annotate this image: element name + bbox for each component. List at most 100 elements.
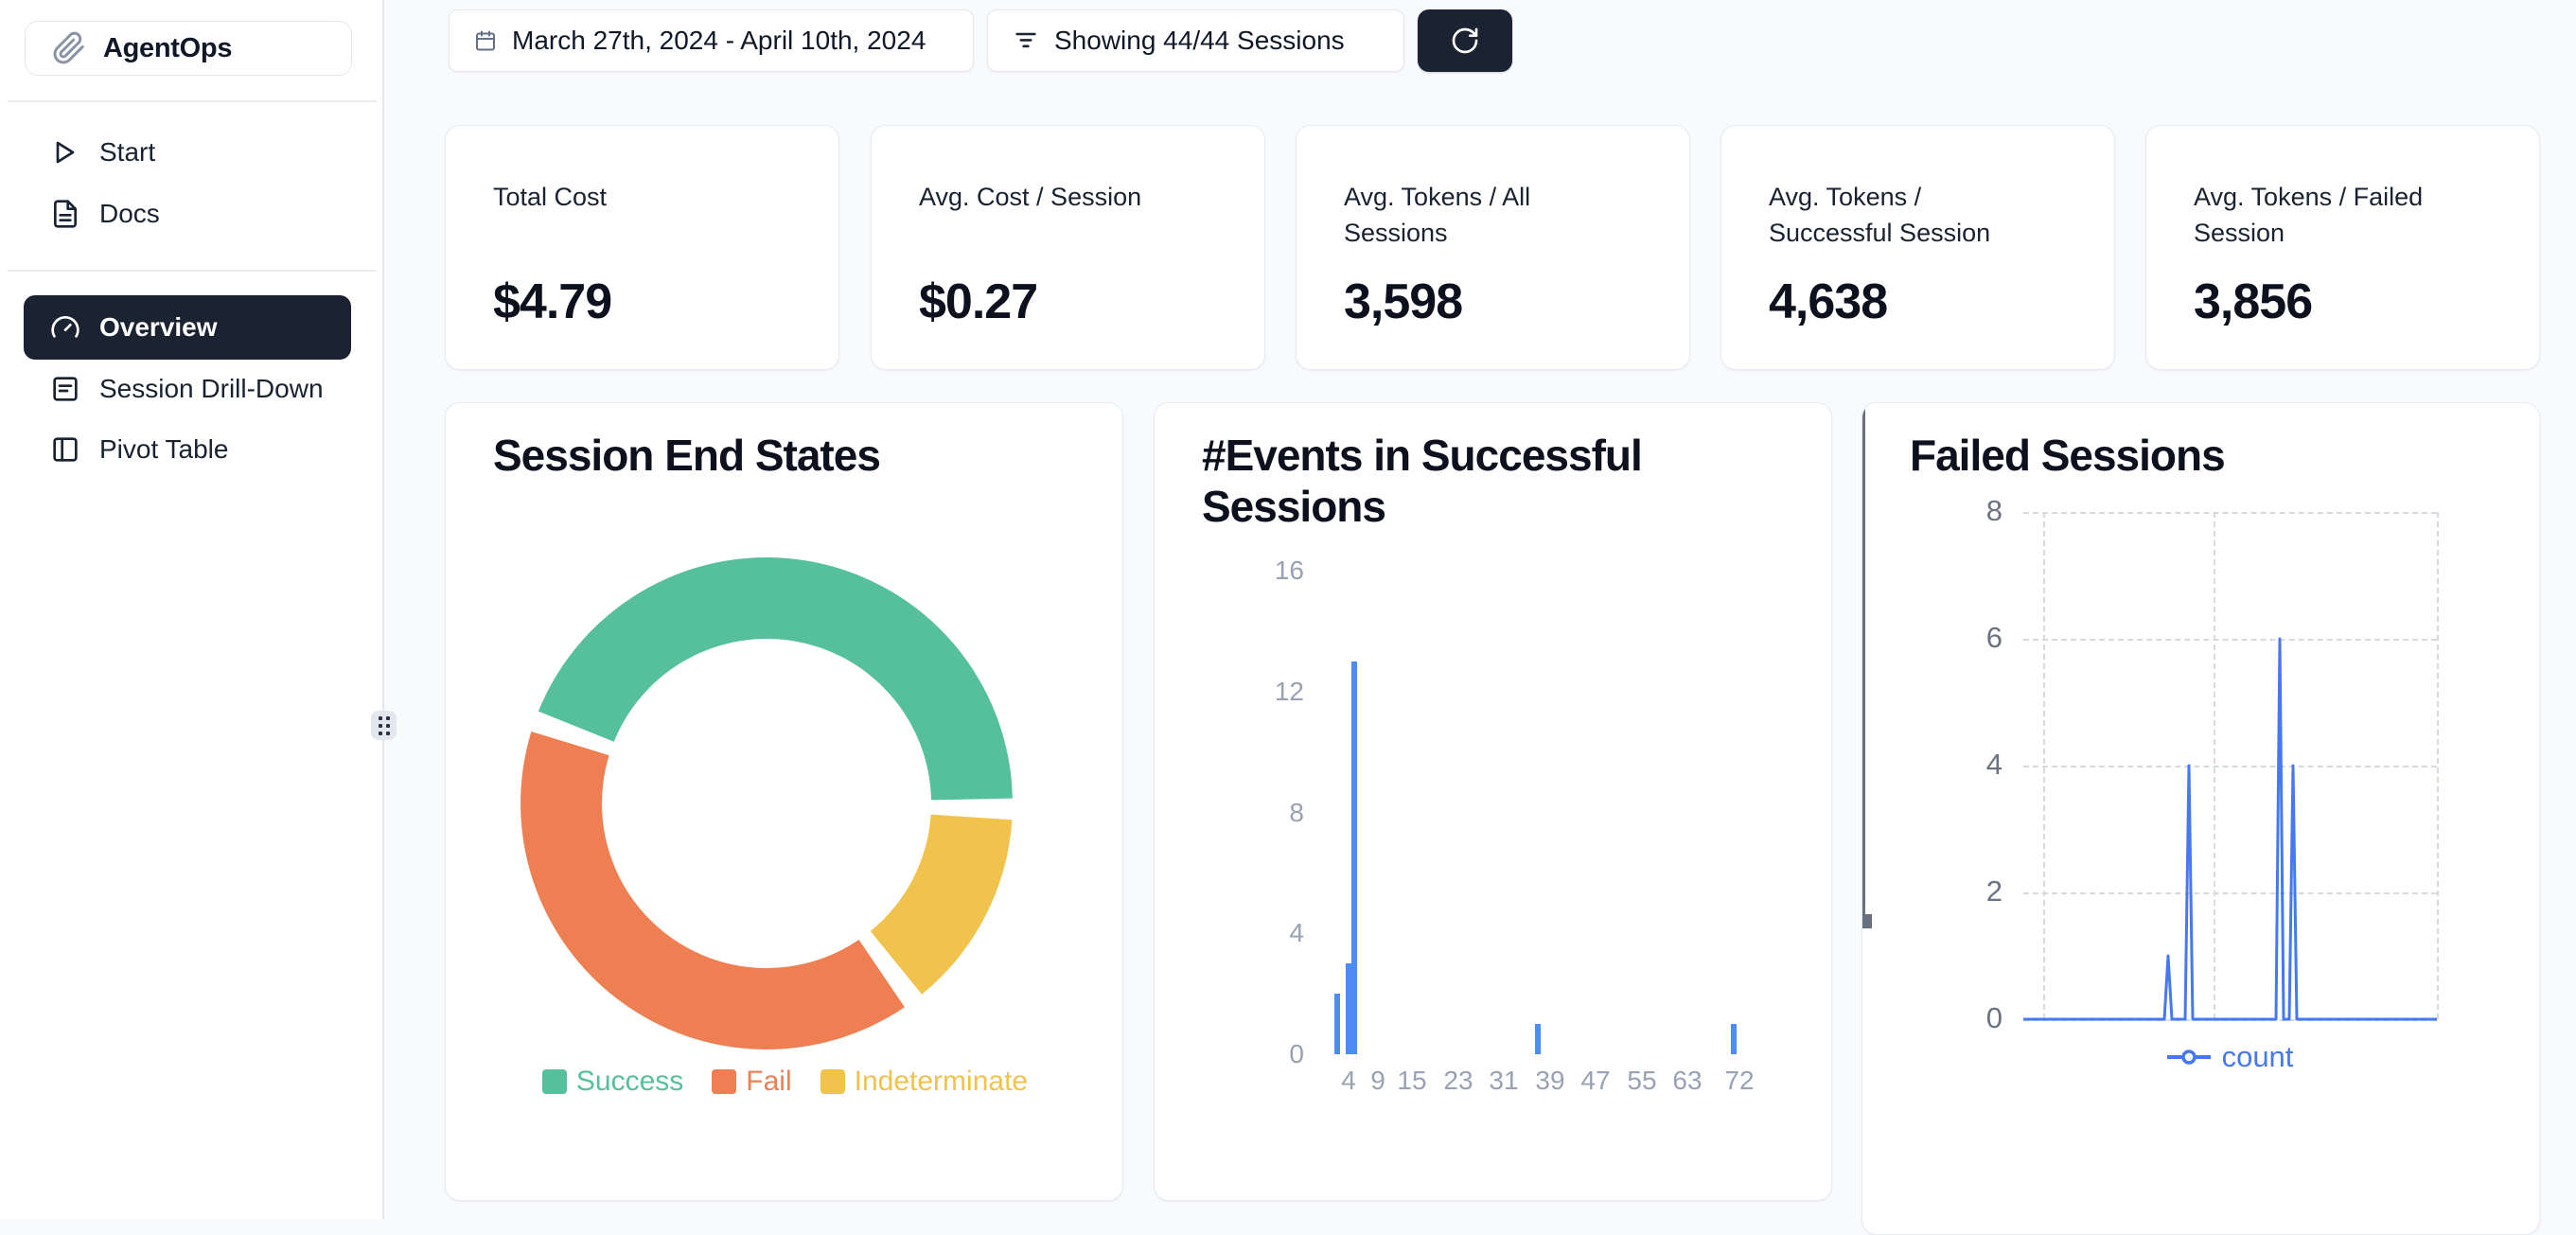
sidebar-item-pivot-table[interactable]: Pivot Table: [0, 421, 384, 478]
events-histogram-card: #Events in Successful Sessions 16 12 8 4 0 4 9…: [1154, 402, 1832, 1201]
y-tick-label: 8: [1985, 494, 2003, 527]
v-gridline: [2437, 512, 2439, 1019]
stat-card-avg-tokens-failed: Avg. Tokens / Failed Session 3,856: [2145, 125, 2540, 370]
sidebar-item-label: Overview: [99, 312, 218, 342]
sidebar: AgentOps Start Docs Overview Session Dri…: [0, 0, 384, 1219]
y-tick-label: 6: [1985, 621, 2003, 654]
file-text-icon: [54, 200, 77, 228]
h-gridline: [2023, 766, 2437, 767]
refresh-button[interactable]: [1418, 9, 1512, 72]
date-range-button[interactable]: March 27th, 2024 - April 10th, 2024: [449, 9, 974, 72]
chart-title: Session End States: [493, 431, 881, 480]
histogram-bar-x37[interactable]: [1535, 1024, 1541, 1054]
donut-slice-indeterminate[interactable]: [870, 814, 1013, 995]
stat-label: Avg. Tokens / Failed Session: [2194, 183, 2424, 247]
histogram-bar-x5[interactable]: [1351, 662, 1357, 1054]
h-gridline: [2023, 512, 2437, 514]
sidebar-item-overview[interactable]: Overview: [24, 295, 351, 360]
x-tick-label: 63: [1672, 1066, 1703, 1095]
donut-legend-item-indeterminate: Indeterminate: [820, 1066, 1028, 1098]
line-legend[interactable]: count: [2023, 1040, 2437, 1074]
panel-left-icon: [53, 437, 78, 462]
stat-value: 4,638: [1769, 274, 1888, 329]
stat-card-total-cost: Total Cost $4.79: [445, 125, 839, 370]
histogram-bar-x71[interactable]: [1731, 1024, 1737, 1054]
legend-label-count: count: [2221, 1040, 2294, 1073]
donut-slice-fail[interactable]: [520, 732, 905, 1050]
y-tick-label: 2: [1985, 874, 2003, 908]
stat-card-avg-cost-session: Avg. Cost / Session $0.27: [871, 125, 1265, 370]
sidebar-item-session-drill-down[interactable]: Session Drill-Down: [0, 361, 384, 417]
y-tick-label: 8: [1289, 798, 1304, 827]
sidebar-resize-handle[interactable]: [371, 711, 397, 740]
x-tick-label: 39: [1535, 1066, 1565, 1095]
h-gridline: [2023, 639, 2437, 641]
sidebar-divider: [8, 270, 377, 272]
brand-logo-box[interactable]: AgentOps: [25, 21, 352, 76]
sessions-filter-button[interactable]: Showing 44/44 Sessions: [987, 9, 1404, 72]
y-tick-label: 12: [1274, 677, 1304, 706]
donut-legend: Success Fail Indeterminate: [446, 1066, 1122, 1098]
h-gridline: [2023, 892, 2437, 894]
legend-swatch: [712, 1069, 737, 1094]
donut-slice-success[interactable]: [538, 557, 1013, 801]
y-tick-label: 0: [1985, 1001, 2003, 1034]
session-end-states-card: Session End States Success Fail Indetermin…: [445, 402, 1123, 1201]
sidebar-item-label: Pivot Table: [99, 434, 229, 464]
y-tick-label: 0: [1289, 1039, 1304, 1068]
sidebar-item-label: Session Drill-Down: [99, 374, 324, 403]
y-tick-label: 4: [1985, 748, 2003, 781]
donut-legend-item-fail: Fail: [712, 1066, 792, 1098]
donut-legend-item-success: Success: [541, 1066, 684, 1098]
y-axis-tick: [1862, 926, 1872, 928]
stat-label: Avg. Tokens / All Sessions: [1344, 183, 1531, 247]
legend-label: Fail: [746, 1066, 792, 1097]
y-axis-tick: [1862, 917, 1872, 920]
sidebar-item-docs[interactable]: Docs: [0, 185, 384, 242]
stat-card-avg-tokens-successful: Avg. Tokens / Successful Session 4,638: [1720, 125, 2115, 370]
y-axis-line: [1862, 403, 1865, 914]
stat-value: 3,598: [1344, 274, 1463, 329]
legend-swatch: [541, 1069, 567, 1094]
paperclip-logo-icon: [53, 31, 84, 64]
stat-label: Avg. Tokens / Successful Session: [1769, 183, 1991, 247]
sidebar-divider: [8, 100, 377, 102]
failed-sessions-chart: 0 2 4 6 8 count: [1862, 403, 2539, 1234]
sidebar-item-label: Docs: [99, 199, 160, 228]
y-tick-label: 16: [1274, 556, 1304, 585]
stat-label: Avg. Cost / Session: [919, 183, 1142, 211]
y-axis-tick: [1862, 914, 1872, 917]
session-end-states-donut: [520, 557, 1013, 1050]
refresh-icon: [1452, 27, 1478, 54]
stat-value: $0.27: [919, 274, 1038, 329]
x-tick-label: 31: [1489, 1066, 1519, 1095]
stat-label: Total Cost: [493, 183, 608, 211]
stat-card-avg-tokens-all: Avg. Tokens / All Sessions 3,598: [1296, 125, 1690, 370]
play-icon: [56, 141, 75, 164]
legend-label: Success: [575, 1066, 684, 1097]
chart-title: Failed Sessions: [1910, 431, 2226, 480]
brand-name: AgentOps: [103, 32, 233, 63]
x-tick-label: 4: [1341, 1066, 1356, 1095]
histogram-bar-x4[interactable]: [1346, 963, 1351, 1054]
legend-line-marker-icon: [2166, 1050, 2211, 1065]
filter-lines-icon: [1015, 32, 1036, 48]
legend-label: Indeterminate: [854, 1066, 1029, 1097]
y-axis-tick: [1862, 920, 1872, 923]
histogram-bar-x2[interactable]: [1334, 994, 1340, 1054]
sidebar-item-start[interactable]: Start: [0, 124, 384, 181]
count-line-series[interactable]: [2023, 512, 2437, 1023]
gauge-icon: [51, 316, 79, 338]
y-axis-tick: [1862, 923, 1872, 926]
stat-value: $4.79: [493, 274, 612, 329]
list-box-icon: [53, 377, 78, 401]
date-range-label: March 27th, 2024 - April 10th, 2024: [512, 26, 926, 55]
events-histogram: 16 12 8 4 0 4 9 15 23 31 39 47 55 63 72: [1155, 403, 1831, 1200]
y-tick-label: 4: [1289, 918, 1304, 947]
chart-title: #Events in Successful Sessions: [1202, 431, 1643, 531]
v-gridline: [2043, 512, 2045, 1019]
calendar-icon: [476, 30, 495, 51]
x-tick-label: 9: [1370, 1066, 1385, 1095]
x-tick-label: 23: [1443, 1066, 1473, 1095]
x-tick-label: 72: [1724, 1066, 1755, 1095]
